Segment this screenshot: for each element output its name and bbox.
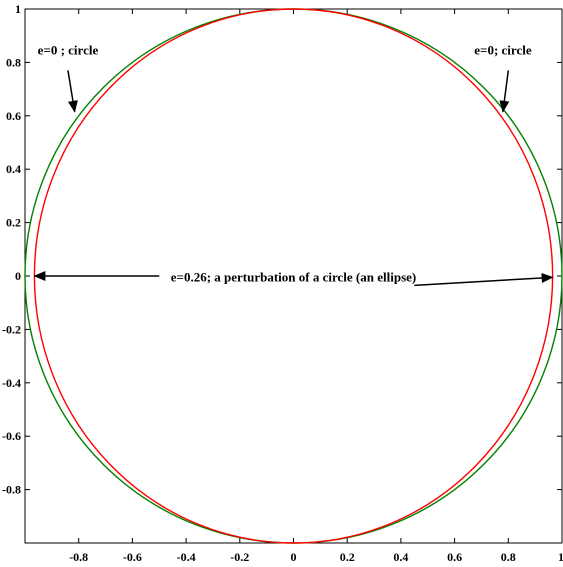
x-tick-label: 0 bbox=[291, 550, 297, 564]
y-tick-label: 0.6 bbox=[6, 109, 21, 123]
x-tick-label: -0.4 bbox=[177, 550, 196, 564]
x-tick-label: 0.2 bbox=[340, 550, 355, 564]
y-tick-label: -0.8 bbox=[2, 483, 21, 497]
annotation-arrow-0-0 bbox=[67, 70, 78, 113]
y-tick-label: 0.2 bbox=[6, 216, 21, 230]
annotation-text-0: e=0 ; circle bbox=[38, 42, 99, 57]
x-tick-label: -0.6 bbox=[123, 550, 142, 564]
y-tick-label: 0 bbox=[15, 269, 21, 283]
annotation-arrow-2-1 bbox=[414, 272, 554, 287]
annotation-arrow-1-0 bbox=[499, 70, 510, 113]
y-tick-label: 1 bbox=[15, 2, 21, 16]
x-tick-label: 0.4 bbox=[393, 550, 408, 564]
y-tick-label: 0.4 bbox=[6, 162, 21, 176]
y-tick-label: -0.4 bbox=[2, 376, 21, 390]
x-tick-label: 0.8 bbox=[501, 550, 516, 564]
y-tick-label: 0.8 bbox=[6, 55, 21, 69]
x-tick-label: -0.8 bbox=[69, 550, 88, 564]
y-tick-label: -0.2 bbox=[2, 322, 21, 336]
x-edge-tick-label: 1 bbox=[558, 550, 563, 564]
x-tick-label: -0.2 bbox=[230, 550, 249, 564]
x-tick-label: 0.6 bbox=[447, 550, 462, 564]
y-tick-label: -0.6 bbox=[2, 429, 21, 443]
annotation-text-1: e=0; circle bbox=[474, 42, 532, 57]
annotations-group: e=0 ; circle e=0; circle e=0.26; a perturb… bbox=[33, 42, 554, 287]
annotation-text-2: e=0.26; a perturbation of a circle (an e… bbox=[171, 269, 416, 284]
